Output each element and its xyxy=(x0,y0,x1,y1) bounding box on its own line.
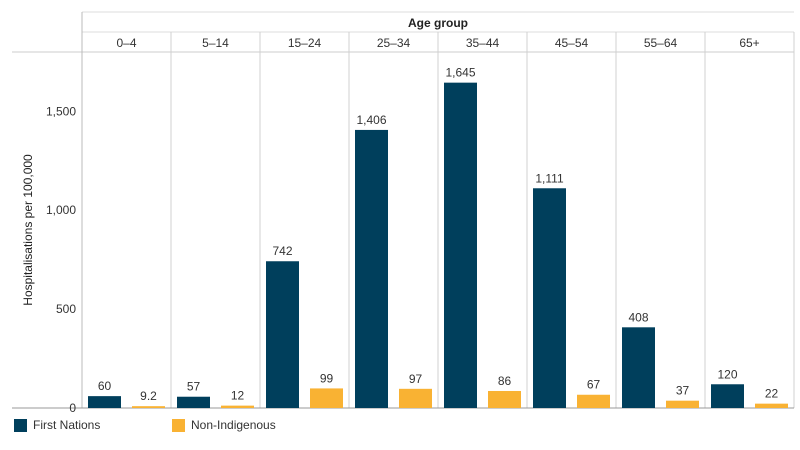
data-label-first-nations-4: 1,645 xyxy=(445,66,475,80)
data-label-first-nations-0: 60 xyxy=(98,379,112,393)
category-label-2: 15–24 xyxy=(288,36,322,50)
data-label-non-indigenous-2: 99 xyxy=(320,371,334,385)
category-label-7: 65+ xyxy=(739,36,759,50)
data-label-first-nations-6: 408 xyxy=(628,310,648,324)
data-label-non-indigenous-1: 12 xyxy=(231,389,245,403)
data-label-non-indigenous-6: 37 xyxy=(676,384,690,398)
data-label-non-indigenous-4: 86 xyxy=(498,374,512,388)
legend: First Nations Non-Indigenous xyxy=(14,418,330,432)
category-label-1: 5–14 xyxy=(202,36,229,50)
category-label-0: 0–4 xyxy=(116,36,136,50)
bar-first-nations-0 xyxy=(88,396,121,408)
y-tick-label-2: 1,000 xyxy=(46,203,76,217)
bar-first-nations-2 xyxy=(266,261,299,408)
bar-first-nations-3 xyxy=(355,129,388,408)
legend-label-first-nations: First Nations xyxy=(33,418,101,432)
y-axis-title: Hospitalisations per 100,000 xyxy=(21,154,35,306)
legend-item-first-nations: First Nations xyxy=(14,418,172,432)
bar-non-indigenous-3 xyxy=(399,388,432,408)
data-label-non-indigenous-3: 97 xyxy=(409,372,423,386)
y-tick-label-1: 500 xyxy=(56,302,76,316)
bar-first-nations-7 xyxy=(711,384,744,408)
bar-first-nations-1 xyxy=(177,396,210,408)
y-tick-label-0: 0 xyxy=(69,401,76,415)
data-label-non-indigenous-0: 9.2 xyxy=(140,389,157,403)
legend-swatch-non-indigenous xyxy=(172,418,185,432)
data-label-first-nations-7: 120 xyxy=(717,367,737,381)
data-label-first-nations-3: 1,406 xyxy=(356,113,386,127)
bar-first-nations-4 xyxy=(444,82,477,409)
category-label-3: 25–34 xyxy=(377,36,411,50)
category-label-6: 55–64 xyxy=(644,36,678,50)
category-label-5: 45–54 xyxy=(555,36,589,50)
legend-item-non-indigenous: Non-Indigenous xyxy=(172,418,330,432)
data-label-non-indigenous-5: 67 xyxy=(587,378,601,392)
column-header-title: Age group xyxy=(408,16,468,30)
bar-non-indigenous-7 xyxy=(755,403,788,408)
legend-label-non-indigenous: Non-Indigenous xyxy=(191,418,276,432)
bar-non-indigenous-0 xyxy=(132,406,165,408)
y-tick-label-3: 1,500 xyxy=(46,104,76,118)
bar-non-indigenous-1 xyxy=(221,405,254,408)
bar-non-indigenous-4 xyxy=(488,390,521,408)
data-label-first-nations-2: 742 xyxy=(272,244,292,258)
category-label-4: 35–44 xyxy=(466,36,500,50)
data-label-first-nations-1: 57 xyxy=(187,380,201,394)
legend-swatch-first-nations xyxy=(14,418,27,432)
bar-non-indigenous-5 xyxy=(577,394,610,408)
data-label-non-indigenous-7: 22 xyxy=(765,387,779,401)
bar-non-indigenous-2 xyxy=(310,388,343,408)
bar-non-indigenous-6 xyxy=(666,400,699,408)
bar-first-nations-5 xyxy=(533,188,566,408)
bar-first-nations-6 xyxy=(622,327,655,408)
data-label-first-nations-5: 1,111 xyxy=(535,171,564,185)
